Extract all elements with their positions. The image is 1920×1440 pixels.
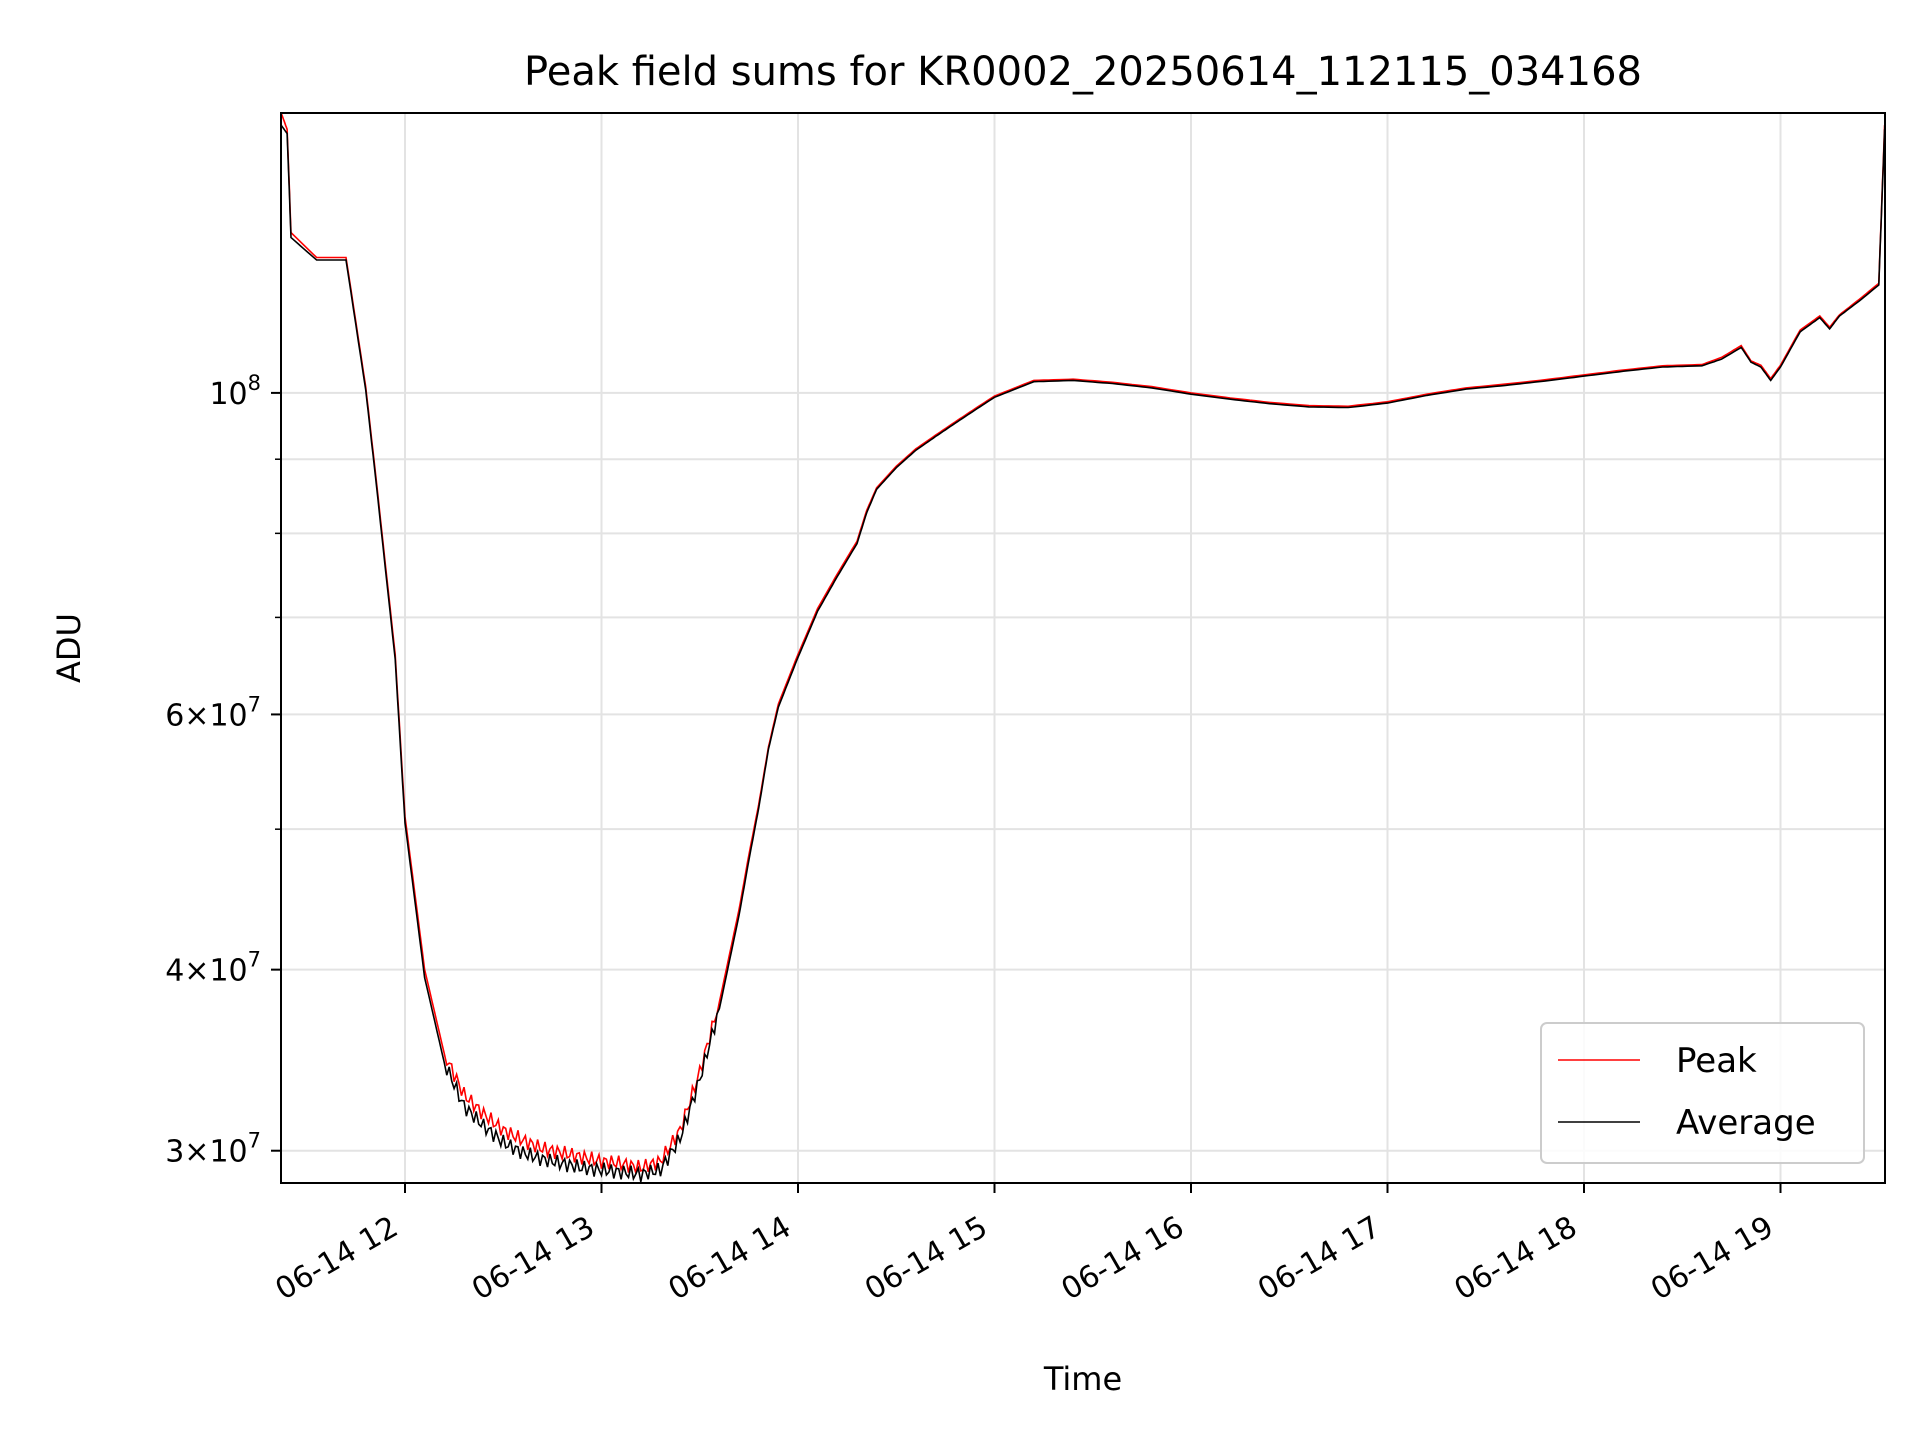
y-tick-label: 3×107 (165, 1129, 261, 1170)
legend: Peak Average (1540, 1022, 1865, 1164)
x-axis-label: Time (1043, 1360, 1122, 1398)
chart-title: Peak field sums for KR0002_20250614_1121… (524, 49, 1642, 95)
plot-frame (280, 112, 1886, 1184)
series-layer (281, 113, 1885, 1182)
y-axis-label: ADU (50, 613, 88, 683)
legend-box (1540, 1022, 1865, 1164)
y-tick-label: 4×107 (165, 948, 261, 989)
legend-average-label: Average (1676, 1103, 1816, 1143)
legend-peak-label: Peak (1676, 1041, 1757, 1081)
y-tick-label: 6×107 (165, 692, 261, 733)
y-tick-label: 108 (209, 371, 261, 412)
series-line-peak (281, 113, 1885, 1174)
y-axis: 3×107 4×107 6×107 108 (165, 371, 281, 1170)
series-line-average (281, 124, 1885, 1182)
grid (281, 113, 1885, 1183)
